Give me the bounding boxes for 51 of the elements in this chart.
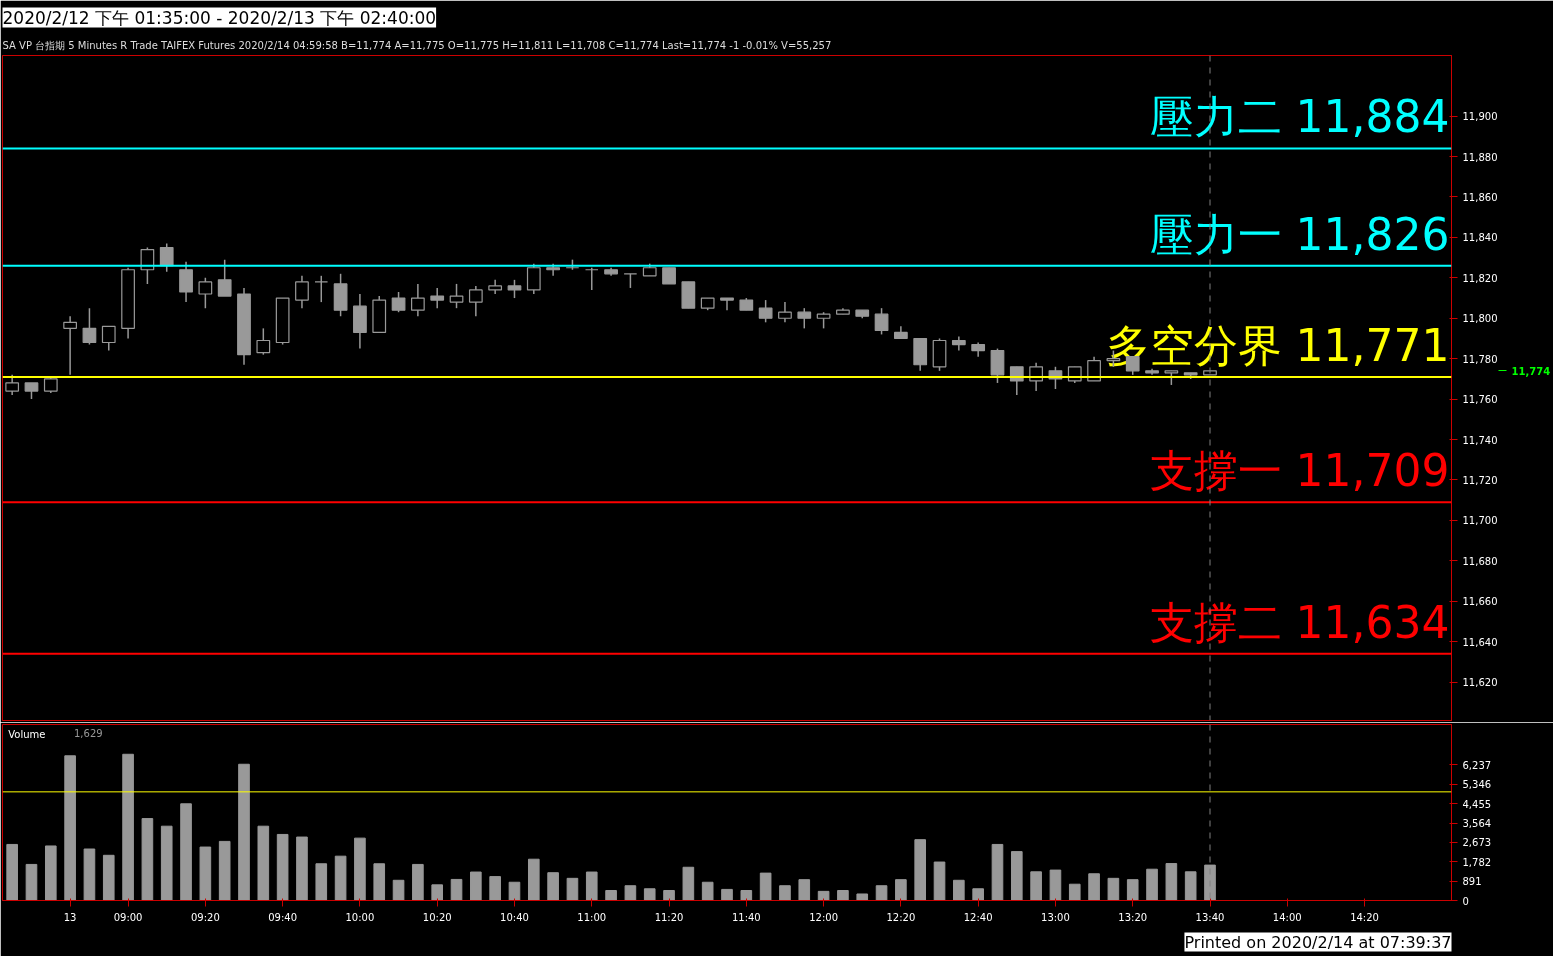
x-tick-label: 10:20 (422, 911, 452, 923)
x-tick-label: 14:00 (1272, 911, 1302, 923)
y-tick-label: 11,760 (1462, 394, 1498, 406)
x-tick-label: 13 (63, 911, 77, 923)
x-tick-label: 09:20 (190, 911, 220, 923)
y-tick-label: 11,780 (1462, 353, 1498, 365)
x-tick-label: 09:40 (268, 911, 298, 923)
y-tick-label: 6,237 (1462, 759, 1492, 771)
x-tick-label: 11:40 (731, 911, 761, 923)
x-tick-label: 10:00 (345, 911, 375, 923)
y-tick-label: 1,782 (1462, 856, 1492, 868)
annotation: 1,629 (73, 727, 103, 739)
y-tick-label: 11,860 (1462, 191, 1498, 203)
chart-title: Volume (8, 728, 46, 740)
chart-subtitle: SA VP 台指期 5 Minutes R Trade TAIFEX Futures 2020/2/14 04:59:58 B=11,774 A=11,775 O=11,775 H=11,811 L=11,708 C=11,774 Last=11,774 -1 -0.01% V=55,257 (2, 39, 832, 51)
y-tick-label: 5,346 (1462, 779, 1492, 791)
x-tick-label: 13:40 (1195, 911, 1225, 923)
ref-line-label: 支撐二 11,634 (1149, 596, 1450, 648)
x-tick-label: 12:00 (809, 911, 839, 923)
y-tick-label: 11,820 (1462, 272, 1498, 284)
text: Printed on 2020/2/14 at 07:39:37 (1184, 932, 1452, 952)
x-tick-label: 13:20 (1118, 911, 1148, 923)
text: 11,774 (1511, 365, 1551, 377)
y-tick-label: 11,800 (1462, 313, 1498, 325)
y-tick-label: 11,640 (1462, 636, 1498, 648)
y-tick-label: 3,564 (1462, 818, 1492, 830)
y-tick-label: 11,700 (1462, 515, 1498, 527)
x-tick-label: 14:20 (1350, 911, 1379, 923)
y-tick-label: 11,720 (1462, 474, 1498, 486)
y-tick-label: 4,455 (1462, 798, 1492, 810)
y-tick-label: 11,660 (1462, 596, 1498, 608)
x-tick-label: 11:00 (577, 911, 607, 923)
y-tick-label: 11,620 (1462, 677, 1498, 689)
ref-line-label: 壓力二 11,884 (1149, 91, 1450, 143)
x-tick-label: 09:00 (113, 911, 143, 923)
y-tick-label: 11,840 (1462, 232, 1498, 244)
x-tick-label: 12:40 (963, 911, 993, 923)
chart-title: 2020/2/12 下午 01:35:00 - 2020/2/13 下午 02:40:00 (2, 7, 437, 28)
ref-line-label: 壓力一 11,826 (1149, 208, 1450, 260)
y-tick-label: 891 (1462, 876, 1482, 888)
x-tick-label: 11:20 (654, 911, 684, 923)
ref-line-label: 支撐一 11,709 (1149, 445, 1450, 497)
y-tick-label: 11,900 (1462, 111, 1498, 123)
x-tick-label: 12:20 (886, 911, 916, 923)
y-tick-label: 0 (1462, 895, 1469, 907)
y-tick-label: 11,680 (1462, 555, 1498, 567)
y-tick-label: 11,740 (1462, 434, 1498, 446)
y-tick-label: 2,673 (1462, 837, 1492, 849)
x-tick-label: 13:00 (1041, 911, 1070, 923)
y-tick-label: 11,880 (1462, 151, 1498, 163)
x-tick-label: 10:40 (500, 911, 529, 923)
